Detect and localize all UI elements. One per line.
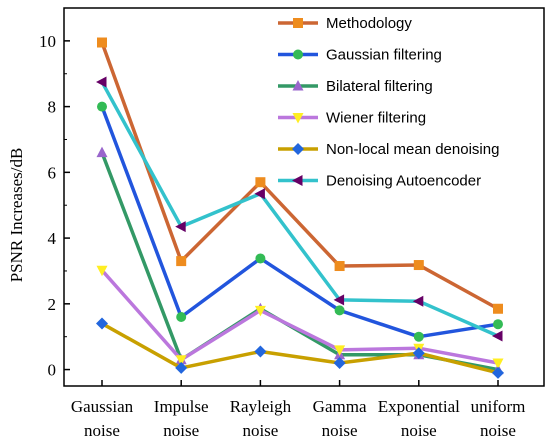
series-line-5: [100, 81, 499, 338]
point-0-5: [493, 303, 503, 314]
y-tick-label-3: 6: [48, 163, 57, 182]
legend-item-0: Methodology: [278, 15, 412, 32]
point-3-3: [334, 345, 346, 356]
y-tick-label-2: 4: [48, 229, 57, 248]
series-line-0: [100, 41, 499, 311]
legend-swatch-marker-5: [292, 175, 303, 186]
legend: Methodology Gaussian filtering Bilateral f…: [278, 15, 499, 190]
legend-label-4: Non-local mean denoising: [326, 141, 499, 158]
legend-label-0: Methodology: [326, 15, 412, 32]
point-2-0: [96, 146, 108, 158]
point-5-5: [492, 330, 503, 342]
point-4-3: [333, 356, 346, 369]
point-4-4: [412, 347, 425, 360]
x-tick-label-5-0: uniform: [471, 397, 526, 416]
y-tick-label-5: 10: [39, 32, 56, 51]
y-tick-label-4: 8: [48, 98, 57, 117]
series-layer: [96, 37, 504, 379]
y-axis: 0 2 4 6 8 10: [39, 7, 70, 380]
point-0-1: [176, 256, 187, 267]
legend-swatch-marker-3: [292, 113, 304, 124]
legend-item-5: Denoising Autoencoder: [278, 173, 481, 190]
legend-swatch-marker-4: [292, 143, 304, 155]
point-0-3: [334, 261, 345, 272]
legend-swatch-marker-2: [292, 80, 304, 91]
point-0-4: [413, 260, 424, 271]
point-0-0: [97, 37, 107, 48]
legend-item-1: Gaussian filtering: [278, 47, 442, 64]
legend-label-2: Bilateral filtering: [326, 78, 433, 95]
x-tick-label-4-0: Exponential: [378, 397, 460, 416]
point-1-5: [493, 319, 503, 330]
point-5-0: [96, 76, 107, 88]
legend-swatch-marker-0: [293, 18, 303, 28]
point-0-2: [255, 177, 266, 188]
plot-border: [63, 7, 545, 387]
series-4: [96, 317, 504, 379]
series-0: [97, 37, 503, 314]
y-tick-label-1: 2: [48, 295, 57, 314]
series-line-1: [100, 105, 499, 339]
point-5-2: [254, 188, 265, 200]
legend-label-5: Denoising Autoencoder: [326, 173, 481, 190]
x-tick-label-1-0: Impulse: [154, 397, 209, 416]
legend-item-2: Bilateral filtering: [278, 78, 433, 95]
point-5-1: [175, 221, 186, 233]
point-4-1: [175, 361, 188, 374]
x-tick-label-0-0: Gaussian: [71, 397, 134, 416]
x-tick-label-0-1: noise: [84, 421, 120, 440]
series-line-3: [100, 269, 499, 365]
point-4-0: [96, 317, 108, 330]
series-1: [97, 101, 503, 342]
point-1-2: [255, 253, 266, 264]
point-3-1: [175, 355, 187, 366]
x-tick-label-3-0: Gamma: [313, 397, 367, 416]
x-tick-label-1-1: noise: [163, 421, 199, 440]
series-5: [96, 76, 503, 342]
point-5-4: [412, 295, 424, 307]
series-line-4: [101, 322, 499, 375]
point-1-4: [413, 331, 424, 342]
x-tick-label-5-1: noise: [480, 421, 516, 440]
x-tick-label-2-0: Rayleigh: [230, 397, 292, 416]
legend-swatch-marker-1: [293, 49, 303, 60]
legend-item-4: Non-local mean denoising: [278, 141, 499, 158]
point-4-5: [492, 366, 504, 379]
point-3-2: [254, 305, 266, 317]
x-tick-label-2-1: noise: [242, 421, 278, 440]
series-3: [96, 265, 504, 369]
y-axis-label: PSNR Increases/dB: [7, 148, 26, 283]
point-3-0: [96, 265, 108, 277]
legend-item-3: Wiener filtering: [278, 110, 426, 127]
x-tick-label-4-1: noise: [401, 421, 437, 440]
point-4-2: [254, 345, 267, 358]
plot-frame: [63, 7, 545, 387]
x-axis: Gaussian noise Impulse noise Rayleigh noise Ga…: [71, 380, 526, 440]
point-3-5: [492, 358, 504, 369]
point-1-1: [176, 311, 187, 322]
y-tick-label-0: 0: [48, 361, 57, 380]
legend-label-1: Gaussian filtering: [326, 47, 442, 64]
point-1-0: [97, 101, 107, 112]
x-tick-label-3-1: noise: [322, 421, 358, 440]
point-5-3: [333, 294, 345, 306]
point-1-3: [334, 305, 345, 316]
legend-label-3: Wiener filtering: [326, 110, 426, 127]
